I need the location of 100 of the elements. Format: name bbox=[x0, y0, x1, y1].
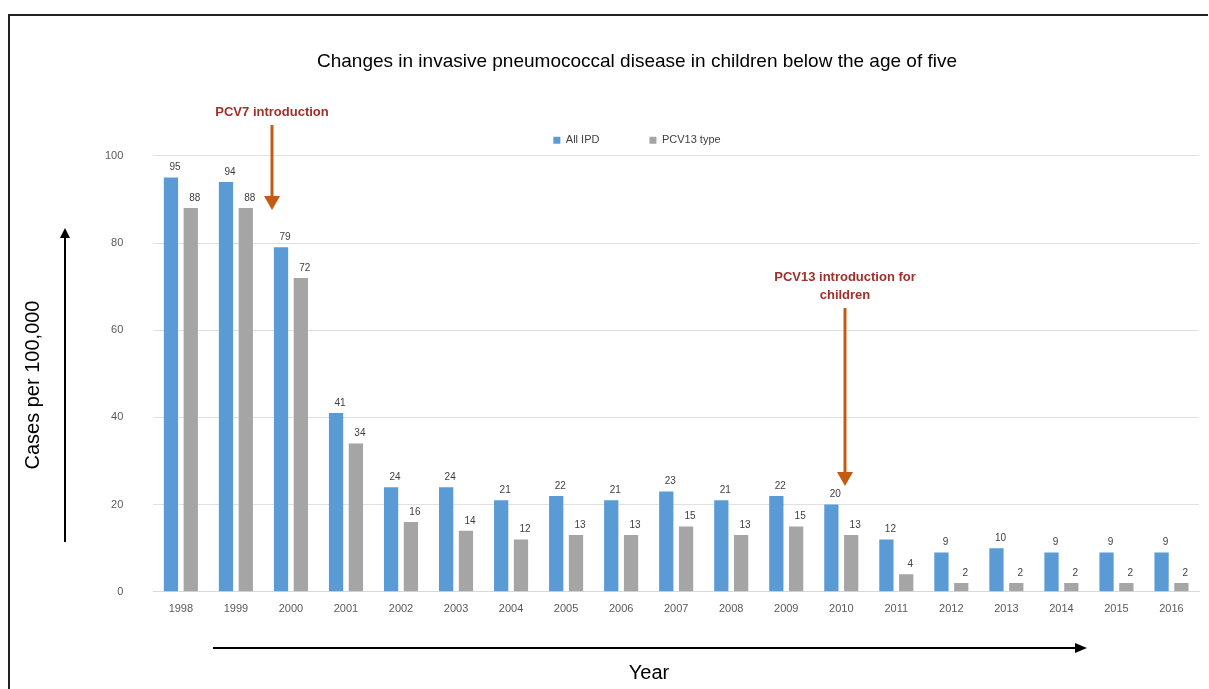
data-label: 2 bbox=[962, 566, 969, 578]
data-label: 10 bbox=[994, 531, 1007, 543]
bar bbox=[879, 539, 894, 592]
bar bbox=[789, 526, 804, 592]
bar bbox=[568, 535, 584, 592]
x-axis-title: Year bbox=[628, 660, 670, 684]
x-tick-label: 2014 bbox=[1049, 602, 1074, 615]
data-label: 13 bbox=[739, 518, 752, 530]
data-label: 2 bbox=[1072, 566, 1079, 578]
data-label: 2 bbox=[1017, 566, 1024, 578]
y-tick-label: 40 bbox=[111, 410, 124, 423]
data-label: 21 bbox=[609, 483, 622, 495]
data-label: 4 bbox=[907, 558, 914, 570]
data-label: 14 bbox=[464, 514, 476, 526]
x-tick-label: 2003 bbox=[443, 602, 469, 615]
bar bbox=[899, 574, 914, 592]
bar bbox=[383, 487, 399, 592]
bar bbox=[1064, 583, 1079, 592]
data-label: 15 bbox=[794, 510, 807, 522]
bar bbox=[293, 277, 308, 592]
data-label: 15 bbox=[684, 510, 697, 522]
y-tick-label: 20 bbox=[111, 497, 124, 510]
bar bbox=[1174, 583, 1189, 592]
bar bbox=[1099, 552, 1114, 592]
x-tick-label: 2010 bbox=[829, 602, 854, 615]
bar bbox=[769, 495, 784, 592]
bar bbox=[328, 413, 344, 592]
y-axis-title: Cases per 100,000 bbox=[20, 300, 44, 470]
data-label: 34 bbox=[354, 427, 366, 439]
data-label: 24 bbox=[444, 470, 457, 482]
bar bbox=[163, 177, 179, 592]
bar bbox=[844, 535, 859, 592]
legend-label: PCV13 type bbox=[661, 133, 721, 146]
bar bbox=[604, 500, 619, 592]
data-label: 21 bbox=[719, 483, 732, 495]
bar bbox=[348, 443, 364, 592]
x-tick-label: 2007 bbox=[663, 602, 689, 615]
x-tick-label: 1998 bbox=[168, 602, 194, 615]
x-tick-label: 2009 bbox=[774, 602, 799, 615]
x-tick-label: 2006 bbox=[608, 602, 634, 615]
data-label: 88 bbox=[244, 191, 256, 203]
bar bbox=[458, 530, 474, 592]
bar bbox=[989, 548, 1004, 592]
text: PCV7 introduction bbox=[215, 104, 329, 120]
data-label: 13 bbox=[849, 518, 862, 530]
data-label: 41 bbox=[334, 396, 347, 408]
data-label: 12 bbox=[519, 523, 531, 535]
x-tick-label: 2001 bbox=[333, 602, 359, 615]
bar bbox=[954, 583, 969, 592]
data-label: 9 bbox=[1052, 536, 1059, 548]
bar bbox=[513, 539, 529, 592]
bar bbox=[494, 500, 509, 592]
chart-title: Changes in invasive pneumococcal disease in children below the age of five bbox=[316, 49, 958, 71]
data-label: 13 bbox=[629, 518, 642, 530]
x-tick-label: 2013 bbox=[994, 602, 1019, 615]
bar bbox=[623, 535, 639, 592]
bar bbox=[659, 491, 674, 592]
bar bbox=[183, 208, 198, 592]
x-tick-label: 2005 bbox=[553, 602, 579, 615]
data-label: 23 bbox=[664, 475, 677, 487]
bar bbox=[403, 522, 419, 592]
x-tick-label: 2012 bbox=[939, 602, 964, 615]
data-label: 24 bbox=[389, 470, 402, 482]
data-label: 79 bbox=[279, 231, 292, 243]
x-tick-label: 1999 bbox=[223, 602, 249, 615]
bar bbox=[1119, 583, 1134, 592]
data-label: 72 bbox=[299, 261, 311, 273]
bar bbox=[549, 495, 564, 592]
data-label: 21 bbox=[499, 483, 512, 495]
annotation: PCV13 introduction for children bbox=[774, 269, 916, 303]
data-label: 20 bbox=[829, 488, 842, 500]
data-label: 94 bbox=[224, 165, 236, 177]
x-tick-label: 2011 bbox=[884, 602, 909, 615]
x-tick-label: 2015 bbox=[1104, 602, 1129, 615]
bar bbox=[439, 487, 454, 592]
data-label: 16 bbox=[409, 505, 421, 517]
y-tick-label: 60 bbox=[111, 323, 124, 336]
x-tick-label: 2002 bbox=[388, 602, 414, 615]
data-label: 13 bbox=[574, 518, 587, 530]
data-label: 22 bbox=[774, 479, 787, 491]
data-label: 88 bbox=[189, 191, 201, 203]
bar bbox=[714, 500, 729, 592]
bar bbox=[1009, 583, 1024, 592]
bar bbox=[218, 181, 234, 592]
bar bbox=[1044, 552, 1059, 592]
x-tick-label: 2004 bbox=[498, 602, 524, 615]
bar bbox=[934, 552, 949, 592]
data-label: 2 bbox=[1127, 566, 1134, 578]
bar bbox=[1154, 552, 1169, 592]
y-tick-label: 80 bbox=[111, 236, 124, 249]
data-label: 12 bbox=[884, 523, 897, 535]
data-label: 9 bbox=[1107, 536, 1114, 548]
bar bbox=[273, 247, 289, 592]
x-tick-label: 2008 bbox=[718, 602, 744, 615]
bar bbox=[824, 504, 839, 592]
y-tick-label: 0 bbox=[117, 584, 124, 597]
x-tick-label: 2000 bbox=[278, 602, 304, 615]
x-tick-label: 2016 bbox=[1159, 602, 1184, 615]
data-label: 9 bbox=[1162, 536, 1169, 548]
legend-label: All IPD bbox=[565, 133, 600, 146]
